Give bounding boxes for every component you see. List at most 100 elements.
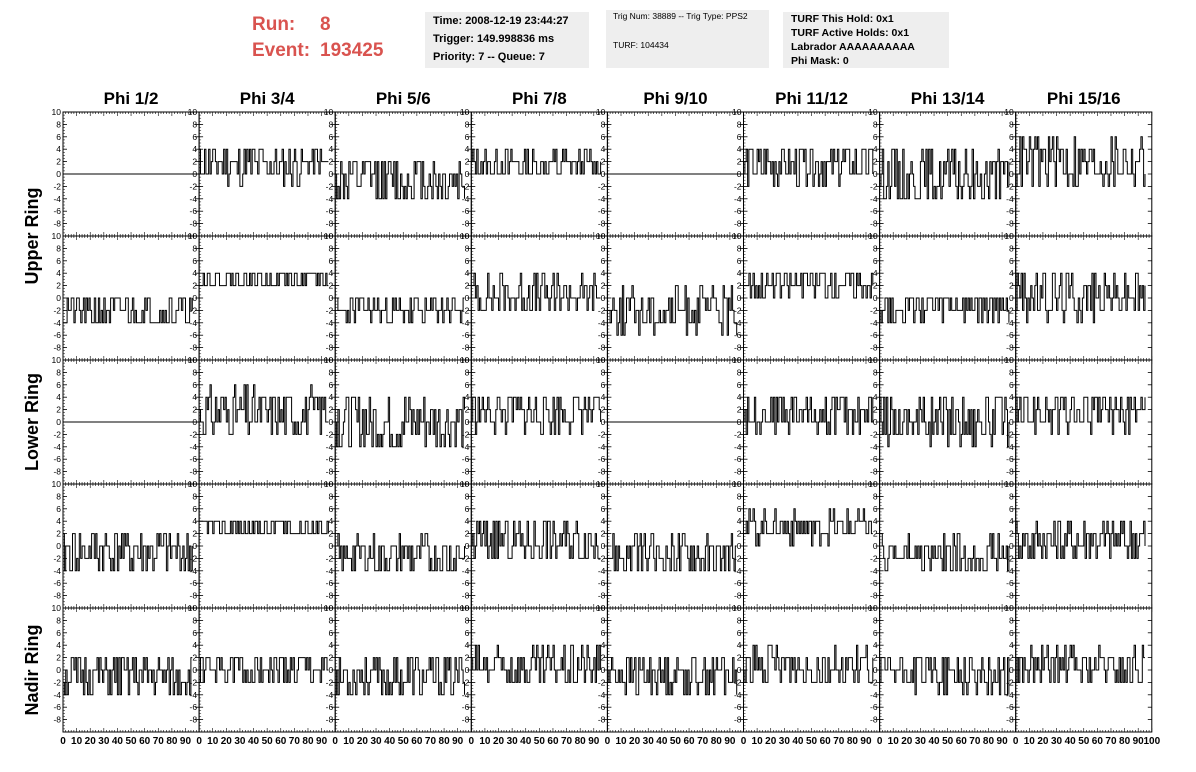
y-tick-label: -2: [1006, 429, 1014, 439]
y-tick-label: 6: [601, 256, 606, 266]
y-tick-label: 8: [56, 491, 61, 501]
y-tick-label: 10: [52, 107, 62, 117]
y-tick-label: 10: [868, 355, 878, 365]
y-tick-label: 4: [192, 392, 197, 402]
y-tick-label: 6: [328, 256, 333, 266]
y-tick-label: -2: [190, 181, 198, 191]
y-tick-label: 4: [737, 392, 742, 402]
y-tick-label: -2: [53, 181, 61, 191]
y-tick-label: 2: [601, 281, 606, 291]
y-tick-label: -8: [326, 467, 334, 477]
y-tick-label: 8: [328, 491, 333, 501]
y-tick-label: 10: [188, 107, 198, 117]
y-tick-label: 8: [873, 119, 878, 129]
y-tick-label: 4: [601, 516, 606, 526]
y-tick-label: 0: [56, 293, 61, 303]
y-tick-label: 6: [56, 380, 61, 390]
turf-hold-text: TURF This Hold: 0x1: [791, 13, 894, 25]
y-tick-label: 10: [596, 479, 606, 489]
y-tick-label: -6: [598, 206, 606, 216]
y-tick-label: 8: [601, 119, 606, 129]
y-tick-label: 8: [465, 243, 470, 253]
y-tick-label: -8: [53, 219, 61, 229]
y-tick-label: 10: [1004, 231, 1014, 241]
y-tick-label: -2: [326, 305, 334, 315]
y-tick-label: 8: [873, 367, 878, 377]
y-tick-label: 2: [328, 529, 333, 539]
y-tick-label: -6: [326, 578, 334, 588]
y-tick-label: 0: [1009, 293, 1014, 303]
y-tick-label: -4: [326, 194, 334, 204]
waveform-trace: [335, 533, 465, 572]
y-tick-label: 6: [328, 380, 333, 390]
y-tick-label: -6: [190, 454, 198, 464]
phi-mask-text: Phi Mask: 0: [791, 55, 849, 67]
y-tick-label: -8: [462, 591, 470, 601]
y-tick-label: 4: [465, 516, 470, 526]
y-tick-label: 10: [324, 231, 334, 241]
y-tick-label: -4: [598, 318, 606, 328]
y-tick-label: 10: [732, 107, 742, 117]
y-tick-label: -2: [1006, 305, 1014, 315]
y-tick-label: -4: [462, 318, 470, 328]
trigger-text: Trigger: 149.998836 ms: [433, 33, 555, 45]
waveform-panel: -8 -6 -4 -2 0 2 4 6 8 10: [324, 355, 472, 485]
y-tick-label: 2: [601, 157, 606, 167]
trig-num-text: Trig Num: 38889 -- Trig Type: PPS2: [613, 11, 748, 21]
y-tick-label: 0: [192, 293, 197, 303]
trig-num-box: Trig Num: 38889 -- Trig Type: PPS2 TURF:…: [606, 10, 769, 68]
y-tick-label: -4: [734, 318, 742, 328]
waveform-trace: [879, 297, 1010, 324]
y-tick-label: -2: [53, 305, 61, 315]
y-tick-label: 0: [465, 169, 470, 179]
column-title: Phi 13/14: [911, 89, 985, 108]
y-tick-label: -6: [53, 206, 61, 216]
y-tick-label: 6: [465, 380, 470, 390]
y-tick-label: -8: [190, 591, 198, 601]
ring-label: Upper Ring: [22, 188, 42, 285]
y-tick-label: -6: [1006, 454, 1014, 464]
panel-frame: [198, 483, 336, 609]
y-tick-label: 6: [873, 380, 878, 390]
y-tick-label: -4: [190, 318, 198, 328]
y-tick-label: 10: [52, 231, 62, 241]
y-tick-label: 8: [465, 367, 470, 377]
y-tick-label: 4: [873, 144, 878, 154]
waveform-panel: -8 -6 -4 -2 0 2 4 6 8 10: [596, 479, 745, 609]
y-tick-label: 6: [192, 132, 197, 142]
column-title: Phi 15/16: [1047, 89, 1121, 108]
y-tick-label: -2: [326, 429, 334, 439]
y-tick-label: -4: [53, 566, 61, 576]
y-tick-label: 8: [56, 119, 61, 129]
y-tick-label: -2: [870, 429, 878, 439]
waveform-trace: [471, 520, 601, 559]
y-tick-label: -8: [734, 343, 742, 353]
y-tick-label: 4: [465, 268, 470, 278]
waveform-trace: [335, 396, 465, 448]
y-tick-label: 0: [873, 293, 878, 303]
labrador-text: Labrador AAAAAAAAAA: [791, 41, 915, 53]
y-tick-label: 10: [596, 107, 606, 117]
waveform-panel: -8 -6 -4 -2 0 2 4 6 8 10: [188, 231, 336, 361]
column-title: Phi 9/10: [643, 89, 707, 108]
waveform-trace: [743, 272, 874, 299]
y-tick-label: -4: [190, 194, 198, 204]
y-tick-label: -4: [598, 442, 606, 452]
column-title: Phi 7/8: [512, 89, 567, 108]
y-tick-label: 4: [737, 268, 742, 278]
column-title: Phi 1/2: [104, 89, 159, 108]
y-tick-label: 2: [1009, 157, 1014, 167]
y-tick-label: 2: [465, 157, 470, 167]
y-tick-label: 0: [328, 541, 333, 551]
waveform-panel: -8 -6 -4 -2 0 2 4 6 8 10: [732, 355, 881, 485]
y-tick-label: 8: [601, 243, 606, 253]
y-tick-label: 4: [1009, 144, 1014, 154]
y-tick-label: -8: [53, 343, 61, 353]
y-tick-label: 2: [56, 529, 61, 539]
column-title: Phi 11/12: [775, 89, 848, 108]
y-tick-label: -2: [53, 429, 61, 439]
y-tick-label: 4: [465, 144, 470, 154]
waveform-trace: [63, 297, 193, 324]
y-tick-label: 0: [192, 417, 197, 427]
y-tick-label: 2: [601, 529, 606, 539]
